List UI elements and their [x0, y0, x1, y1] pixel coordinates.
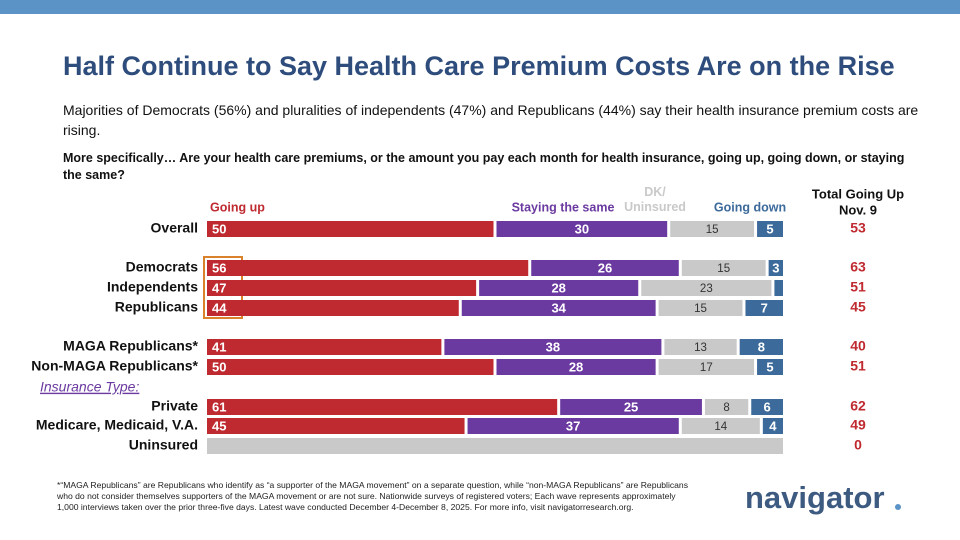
value-label: 3 [772, 260, 779, 275]
bar-segment [207, 339, 442, 355]
top-band [0, 0, 960, 14]
totals-title: Total Going Up [812, 186, 904, 201]
value-label: 7 [761, 300, 768, 315]
bar-segment [207, 300, 459, 316]
value-label: 23 [700, 283, 713, 295]
value-label: 13 [694, 342, 707, 354]
row-label: Uninsured [129, 437, 198, 453]
question: More specifically… Are your health care … [63, 151, 905, 182]
row-label: Overall [151, 220, 198, 236]
value-label: 15 [706, 224, 719, 236]
bar-segment [207, 221, 494, 237]
total-value: 49 [850, 417, 866, 433]
value-label: 4 [769, 418, 777, 433]
bar-segment [739, 339, 783, 355]
subtitle: Majorities of Democrats (56%) and plural… [63, 102, 919, 138]
bar-segment [681, 260, 766, 276]
bar-segment [496, 221, 668, 237]
value-label: 50 [212, 359, 226, 374]
bar-segment [658, 300, 743, 316]
value-label: 45 [212, 418, 226, 433]
total-value: 51 [850, 358, 866, 374]
bar-segment [774, 280, 783, 296]
legend-label: Going down [714, 200, 786, 214]
bar-segment [658, 359, 755, 375]
bar-segment [670, 221, 755, 237]
value-label: 38 [546, 339, 560, 354]
bar-segment [207, 399, 558, 415]
total-value: 62 [850, 398, 866, 414]
legend-label: Staying the same [512, 200, 615, 214]
bar-segment [681, 418, 760, 434]
row-label: Non-MAGA Republicans* [31, 358, 198, 374]
value-label: 28 [551, 280, 565, 295]
bar-segment [531, 260, 679, 276]
footnote: *“MAGA Republicans” are Republicans who … [57, 480, 689, 512]
row-label: Republicans [115, 299, 198, 315]
value-label: 37 [566, 418, 580, 433]
bar-segment [704, 399, 749, 415]
total-value: 0 [854, 437, 862, 453]
title: Half Continue to Say Health Care Premium… [63, 51, 895, 81]
value-label: 15 [717, 263, 730, 275]
value-label: 34 [551, 300, 566, 315]
bar-segment [496, 359, 656, 375]
value-label: 44 [212, 300, 227, 315]
bar-segment [207, 438, 783, 454]
bar-segment [207, 418, 465, 434]
bar-segment [757, 221, 783, 237]
bar-segment [479, 280, 639, 296]
bar-segment [207, 280, 477, 296]
total-value: 51 [850, 279, 866, 295]
bar-segment [444, 339, 662, 355]
bar-segment [751, 399, 783, 415]
row-label: MAGA Republicans* [63, 338, 198, 354]
bar-segment [467, 418, 679, 434]
value-label: 25 [624, 399, 638, 414]
bar-segment [207, 359, 494, 375]
legend-label: Going up [210, 200, 265, 214]
value-label: 50 [212, 221, 226, 236]
value-label: 8 [723, 402, 729, 414]
value-label: 61 [212, 399, 226, 414]
value-label: 6 [764, 399, 771, 414]
bar-segment [768, 260, 783, 276]
group-label: Insurance Type: [40, 379, 139, 395]
totals-subtitle: Nov. 9 [839, 202, 877, 217]
value-label: 5 [766, 359, 773, 374]
value-label: 15 [694, 303, 707, 315]
bar-segment [757, 359, 783, 375]
value-label: 14 [714, 421, 727, 433]
logo-dot [895, 504, 901, 510]
bar-segment [207, 260, 529, 276]
bar-segment [745, 300, 783, 316]
row-label: Private [151, 398, 198, 414]
total-value: 53 [850, 220, 866, 236]
row-label: Independents [107, 279, 198, 295]
total-value: 63 [850, 259, 866, 275]
bar-segment [664, 339, 737, 355]
value-label: 41 [212, 339, 226, 354]
value-label: 47 [212, 280, 226, 295]
row-label: Democrats [126, 259, 199, 275]
bar-segment [762, 418, 783, 434]
value-label: 26 [598, 260, 612, 275]
bar-segment [461, 300, 656, 316]
legend-label: DK/ Uninsured [624, 185, 686, 214]
value-label: 5 [766, 221, 773, 236]
value-label: 28 [569, 359, 583, 374]
bar-segment [641, 280, 772, 296]
total-value: 45 [850, 299, 866, 315]
logo: navigator [745, 480, 885, 515]
value-label: 56 [212, 260, 226, 275]
total-value: 40 [850, 338, 866, 354]
value-label: 8 [758, 339, 765, 354]
bar-segment [560, 399, 702, 415]
value-label: 17 [700, 362, 713, 374]
row-label: Medicare, Medicaid, V.A. [36, 417, 198, 433]
value-label: 30 [575, 221, 589, 236]
